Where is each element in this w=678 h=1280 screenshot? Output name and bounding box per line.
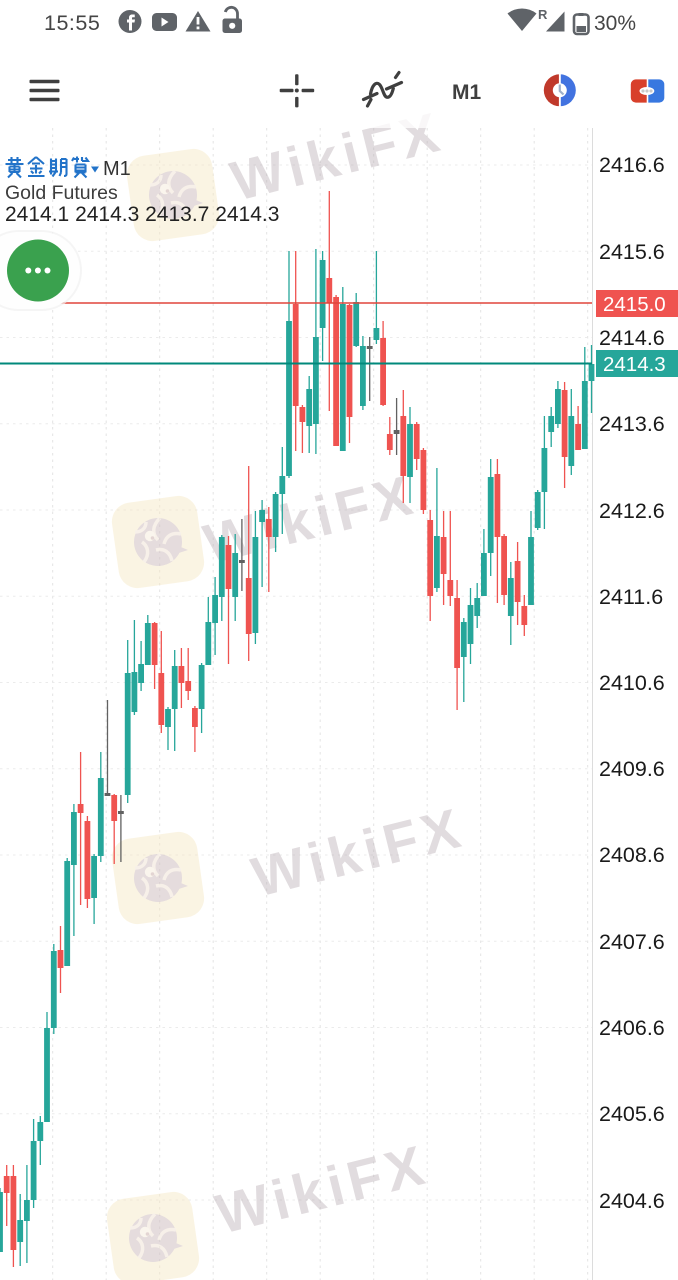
svg-text:2415.6: 2415.6 xyxy=(599,240,665,264)
svg-text:2410.6: 2410.6 xyxy=(599,671,665,695)
svg-text:2405.6: 2405.6 xyxy=(599,1102,665,1126)
svg-text:30%: 30% xyxy=(594,12,636,35)
svg-text:R: R xyxy=(538,7,548,22)
svg-text:Gold Futures: Gold Futures xyxy=(5,182,118,204)
svg-text:M1: M1 xyxy=(103,158,131,180)
svg-text:2413.6: 2413.6 xyxy=(599,412,665,436)
svg-text:2411.6: 2411.6 xyxy=(599,585,663,609)
svg-text:2414.1 2414.3 2413.7 2414.3: 2414.1 2414.3 2413.7 2414.3 xyxy=(5,203,279,226)
svg-text:2415.0: 2415.0 xyxy=(603,293,666,316)
svg-text:2404.6: 2404.6 xyxy=(599,1189,665,1213)
svg-text:2414.6: 2414.6 xyxy=(599,326,665,350)
svg-text:M1: M1 xyxy=(452,81,481,104)
svg-text:2407.6: 2407.6 xyxy=(599,930,665,954)
svg-text:15:55: 15:55 xyxy=(44,11,100,35)
svg-text:2406.6: 2406.6 xyxy=(599,1016,665,1040)
svg-text:2416.6: 2416.6 xyxy=(599,153,665,177)
svg-text:2412.6: 2412.6 xyxy=(599,499,665,523)
svg-text:2414.3: 2414.3 xyxy=(603,353,666,376)
svg-text:2408.6: 2408.6 xyxy=(599,843,665,867)
svg-text:2409.6: 2409.6 xyxy=(599,757,665,781)
